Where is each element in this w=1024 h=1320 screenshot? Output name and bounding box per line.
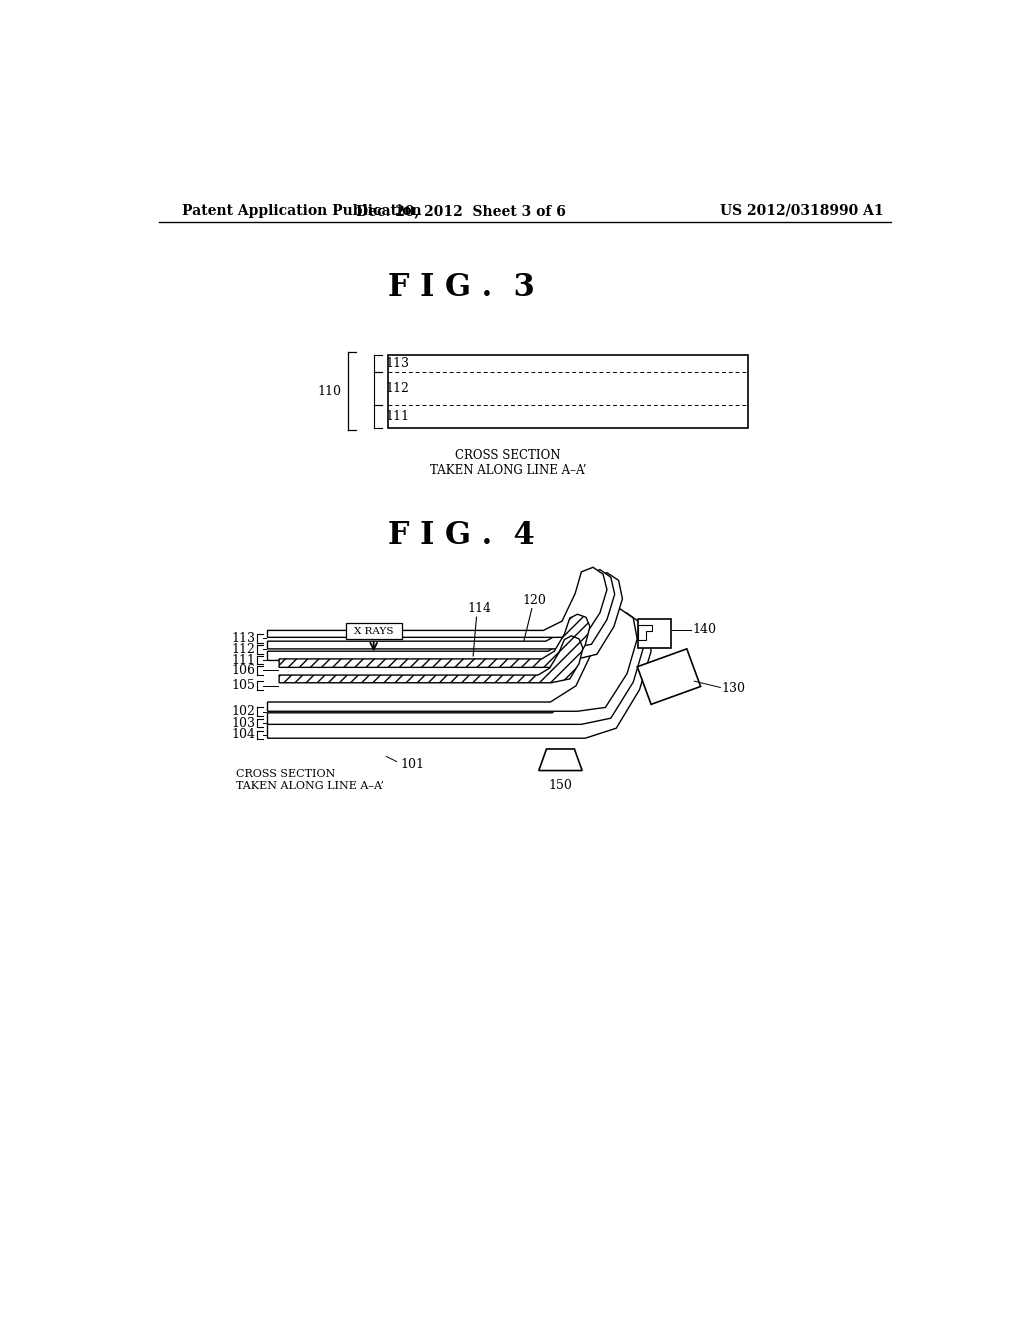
Text: 111: 111 [231, 653, 255, 667]
Text: 113: 113 [385, 358, 410, 370]
Text: 102: 102 [231, 705, 255, 718]
Polygon shape [267, 573, 623, 660]
Text: 112: 112 [231, 643, 255, 656]
Text: 130: 130 [722, 681, 745, 694]
Text: 106: 106 [231, 664, 255, 677]
Polygon shape [267, 612, 644, 725]
Polygon shape [280, 636, 583, 682]
Polygon shape [638, 626, 652, 640]
Text: F I G .  3: F I G . 3 [388, 272, 535, 304]
Polygon shape [267, 609, 637, 711]
Text: 103: 103 [231, 717, 255, 730]
Text: 110: 110 [317, 385, 342, 397]
Text: Dec. 20, 2012  Sheet 3 of 6: Dec. 20, 2012 Sheet 3 of 6 [356, 203, 566, 218]
Text: CROSS SECTION
TAKEN ALONG LINE A–A’: CROSS SECTION TAKEN ALONG LINE A–A’ [237, 770, 384, 791]
Text: 114: 114 [468, 602, 492, 615]
Text: 120: 120 [523, 594, 547, 607]
Text: 104: 104 [231, 729, 255, 742]
Text: CROSS SECTION
TAKEN ALONG LINE A–A’: CROSS SECTION TAKEN ALONG LINE A–A’ [429, 449, 586, 478]
Polygon shape [267, 618, 651, 738]
Text: 105: 105 [231, 680, 255, 693]
Polygon shape [267, 568, 607, 638]
Text: 111: 111 [385, 409, 410, 422]
Text: US 2012/0318990 A1: US 2012/0318990 A1 [721, 203, 884, 218]
Bar [388, 355, 748, 428]
Text: Patent Application Publication: Patent Application Publication [182, 203, 422, 218]
Polygon shape [267, 570, 614, 649]
Polygon shape [637, 649, 700, 705]
Text: F I G .  4: F I G . 4 [388, 520, 535, 552]
Text: 140: 140 [692, 623, 716, 636]
Polygon shape [346, 623, 401, 639]
Text: X RAYS: X RAYS [354, 627, 393, 636]
Polygon shape [638, 619, 671, 648]
Text: 113: 113 [231, 632, 255, 645]
Text: 150: 150 [549, 779, 572, 792]
Polygon shape [280, 614, 590, 668]
Text: 112: 112 [385, 381, 410, 395]
Text: 101: 101 [400, 758, 425, 771]
Polygon shape [539, 748, 583, 771]
